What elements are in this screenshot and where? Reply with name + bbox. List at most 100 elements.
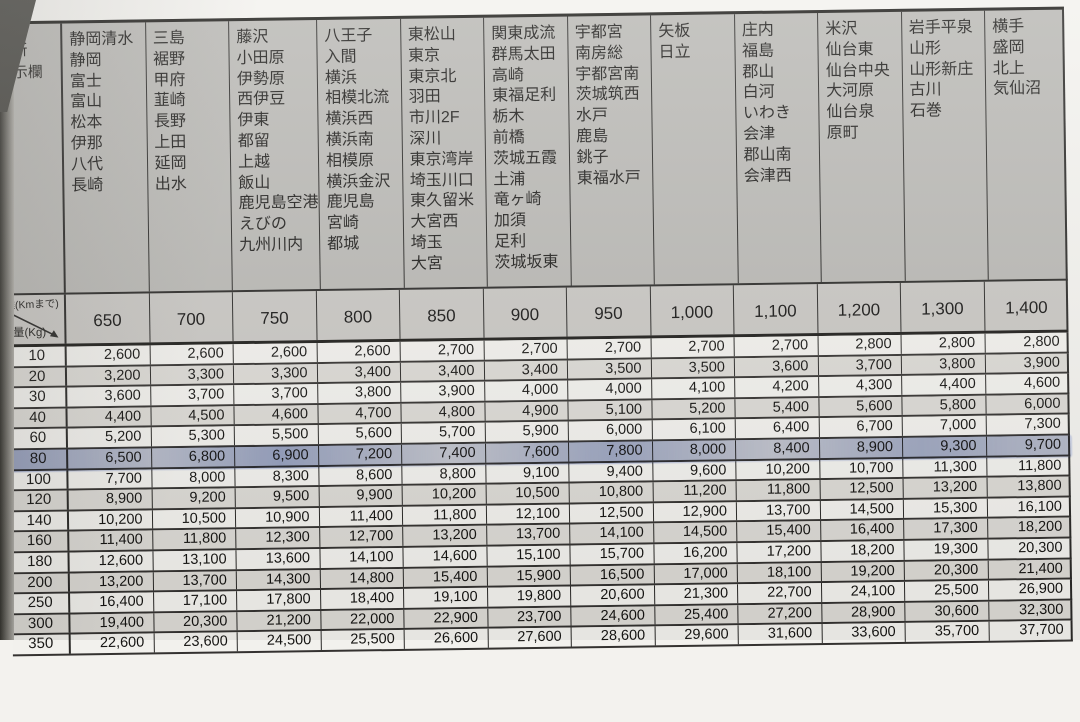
weight-cell: 30 [9, 387, 68, 408]
rate-cell: 2,700 [651, 337, 735, 357]
rate-cell: 11,800 [736, 480, 821, 500]
rate-cell: 21,400 [1018, 560, 1063, 577]
rate-cell: 10,500 [486, 483, 570, 504]
office-list-cell: 関東成流 群馬太田 高崎 東福足利 栃木 前橋 茨城五霞 土浦 竜ヶ崎 加須 足… [484, 16, 572, 287]
distance-cell: 1,100 [733, 284, 818, 335]
rate-cell: 15,100 [486, 545, 571, 566]
weight-cell: 60 [9, 428, 69, 449]
rate-cell: 5,700 [401, 423, 486, 443]
rate-cell: 20,600 [570, 585, 655, 606]
rate-cell: 6,000 [568, 420, 653, 441]
rate-cell: 22,700 [737, 583, 822, 603]
weight-cell: 140 [10, 511, 70, 531]
rate-cell: 5,600 [818, 396, 903, 417]
rate-cell: 5,600 [318, 424, 402, 445]
rate-cell: 3,700 [234, 384, 318, 405]
rate-cell: 7,300 [1024, 416, 1061, 433]
corner-cell: 距離(Kmまで) 重量(Kg) [0, 294, 67, 345]
weight-cell: 20 [8, 367, 68, 387]
rate-cell: 11,800 [1017, 457, 1062, 474]
rate-cell: 24,100 [821, 582, 906, 602]
rate-cell: 10,200 [736, 459, 821, 480]
rate-cell: 9,500 [235, 487, 320, 507]
rate-cell: 15,400 [737, 521, 821, 542]
rate-cell: 8,000 [151, 467, 236, 488]
rate-cell: 13,100 [152, 550, 237, 570]
rate-cell: 2,600 [317, 341, 401, 362]
rate-cell: 11,800 [152, 529, 237, 550]
rate-cell: 11,800 [402, 505, 487, 526]
rate-cell: 10,200 [402, 484, 487, 505]
rate-cell: 22,900 [404, 608, 489, 629]
rate-cell: 5,900 [485, 421, 569, 442]
rate-cell: 32,300 [1018, 601, 1064, 619]
rate-cell: 21,300 [654, 584, 739, 605]
rate-cell: 2,800 [1023, 333, 1060, 351]
rate-cell: 8,600 [318, 465, 403, 486]
rate-cell: 22,000 [320, 609, 405, 630]
distance-cell: 1,400 [1004, 297, 1048, 318]
office-list-cell: 八王子 入間 横浜 相模北流 横浜西 横浜南 相模原 横浜金沢 鹿児島 宮崎 都… [317, 18, 405, 290]
rate-cell: 4,000 [568, 379, 652, 400]
distance-cell: 1,200 [817, 282, 902, 334]
rate-cell: 6,000 [1024, 395, 1061, 412]
rate-cell: 10,700 [819, 458, 904, 479]
rate-cell: 19,300 [904, 539, 989, 560]
distance-cell: 800 [316, 289, 401, 341]
rate-cell: 12,500 [820, 479, 904, 499]
rate-cell: 27,600 [488, 627, 572, 648]
rate-cell: 6,100 [652, 419, 736, 440]
weight-cell: 350 [12, 634, 71, 655]
distance-cell: 900 [483, 287, 568, 338]
rate-cell: 12,300 [236, 528, 320, 549]
rate-cell: 5,300 [151, 426, 235, 447]
rate-body: 10 2,600 2,600 2,600 2,600 2,700 2,700 2,700 2,7… [2, 332, 1073, 657]
rate-cell: 8,900 [68, 489, 153, 510]
rate-cell: 9,400 [569, 461, 654, 482]
rate-cell: 9,200 [152, 488, 236, 509]
rate-cell: 3,500 [567, 358, 652, 379]
rate-cell: 13,200 [69, 571, 154, 592]
rate-cell: 11,400 [319, 506, 404, 527]
rate-cell: 15,900 [487, 566, 571, 586]
distance-cell: 1,300 [900, 281, 985, 332]
rate-cell: 5,200 [651, 399, 736, 419]
rate-cell: 17,000 [654, 563, 738, 584]
rate-cell: 2,600 [66, 345, 151, 366]
rate-cell: 11,400 [69, 530, 153, 551]
rate-cell: 14,600 [403, 546, 488, 567]
rate-cell: 3,800 [317, 383, 402, 403]
rate-cell: 14,100 [319, 547, 404, 568]
office-list-cell: 宇都宮 南房総 宇都宮南 茨城筑西 水戸 鹿島 銚子 東福水戸 [567, 15, 655, 286]
rate-cell: 15,700 [570, 544, 655, 565]
weight-cell: 200 [11, 573, 71, 593]
office-list-cell: 藤沢 小田原 伊勢原 西伊豆 伊東 都留 上越 飯山 鹿児島空港 えびの 九州川… [229, 20, 321, 291]
rate-cell: 30,600 [905, 601, 990, 622]
rate-cell: 4,900 [484, 401, 569, 422]
rate-cell: 13,600 [236, 548, 321, 569]
rate-cell: 18,200 [1017, 519, 1063, 536]
rate-cell: 18,400 [320, 588, 405, 609]
rate-cell: 10,200 [68, 510, 153, 530]
rate-cell: 16,400 [70, 592, 154, 613]
rate-cell: 3,300 [233, 363, 318, 384]
weight-cell: 100 [10, 470, 69, 490]
rate-cell: 24,600 [571, 606, 656, 626]
rate-cell: 9,900 [319, 486, 403, 506]
office-list-cell: 岩手平泉 山形 山形新庄 古川 石巻 [901, 10, 989, 281]
rate-cell: 13,200 [403, 526, 487, 546]
rate-cell: 12,600 [69, 551, 154, 572]
rate-cell: 10,500 [152, 508, 237, 529]
rate-cell: 4,200 [735, 377, 819, 398]
rate-cell: 16,500 [570, 564, 655, 585]
rate-cell: 5,200 [67, 427, 152, 448]
rate-cell: 3,900 [401, 381, 485, 402]
rate-cell: 12,500 [569, 503, 654, 523]
rate-cell: 4,600 [1023, 374, 1061, 392]
rate-cell: 2,700 [567, 338, 652, 359]
rate-cell: 15,400 [403, 567, 488, 587]
rate-cell: 19,200 [821, 561, 905, 582]
rate-cell: 4,300 [818, 376, 903, 396]
